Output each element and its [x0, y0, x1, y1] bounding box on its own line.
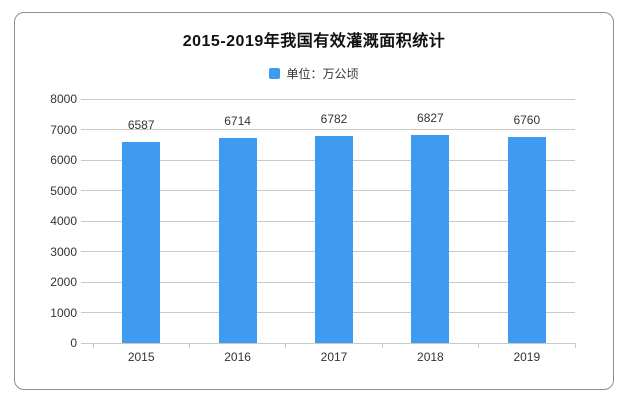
x-axis-tick — [188, 343, 190, 348]
bar-2015[interactable] — [122, 142, 161, 343]
x-axis-tick — [381, 343, 383, 348]
gridline — [81, 342, 575, 344]
x-axis-tick — [478, 343, 480, 348]
bar-2018[interactable] — [411, 134, 450, 343]
x-axis-category-label: 2015 — [127, 350, 155, 364]
y-axis-tick-label: 7000 — [50, 122, 77, 137]
legend-marker-icon — [269, 68, 281, 79]
legend[interactable]: 单位：万公顷 — [15, 65, 613, 82]
x-axis-tick — [285, 343, 287, 348]
x-axis-tick — [92, 343, 94, 348]
plot-area: 0 1000 2000 3000 4000 5000 6000 7000 8000 6587 201… — [15, 13, 613, 389]
legend-label: 单位：万公顷 — [286, 67, 359, 81]
y-axis-tick-label: 6000 — [50, 153, 77, 167]
bar-value-label: 6760 — [513, 112, 541, 127]
gridline — [81, 98, 575, 100]
gridline — [81, 129, 575, 130]
y-axis-tick-label: 3000 — [50, 244, 77, 259]
y-axis-tick-label: 8000 — [50, 92, 77, 106]
x-axis-tick — [574, 343, 576, 348]
bar-value-label: 6587 — [127, 118, 155, 133]
y-axis-tick-label: 0 — [70, 336, 77, 350]
y-axis-tick-label: 2000 — [50, 275, 77, 289]
x-axis-category-label: 2019 — [513, 350, 541, 364]
bar-value-label: 6782 — [320, 112, 348, 127]
x-axis-category-label: 2018 — [417, 350, 444, 364]
x-axis-category-label: 2017 — [320, 350, 348, 364]
bar-2016[interactable] — [218, 138, 257, 343]
bar-value-label: 6714 — [224, 114, 251, 129]
bar-2019[interactable] — [507, 136, 546, 343]
x-axis-category-label: 2016 — [224, 350, 251, 364]
chart-card: 2015-2019年我国有效灌溉面积统计 单位：万公顷 0 1000 2000 300… — [14, 12, 614, 390]
chart-title: 2015-2019年我国有效灌溉面积统计 — [182, 33, 446, 50]
y-axis-tick-label: 5000 — [50, 183, 77, 198]
bar-2017[interactable] — [315, 136, 353, 343]
bar-value-label: 6827 — [417, 110, 444, 125]
y-axis-tick-label: 1000 — [50, 305, 77, 320]
y-axis-tick-label: 4000 — [50, 214, 77, 228]
